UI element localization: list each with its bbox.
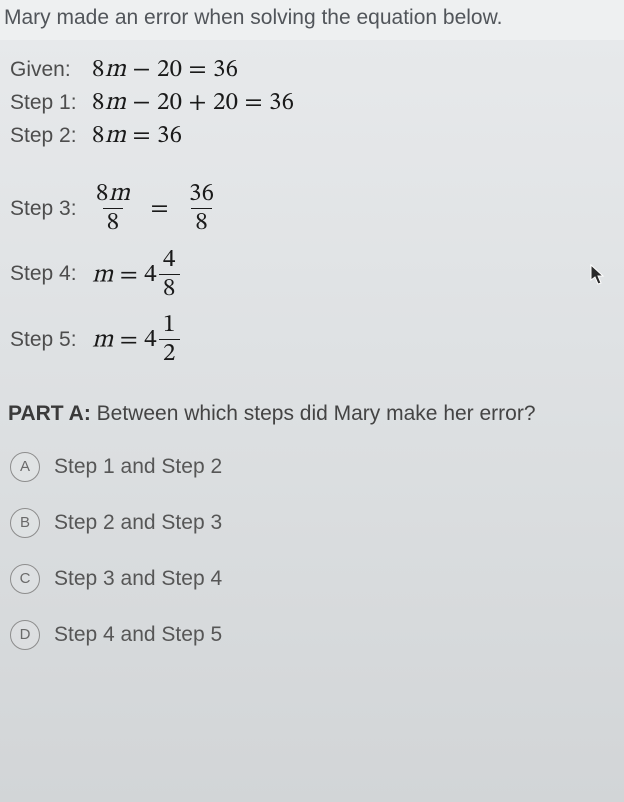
- step-label: Step 2:: [10, 124, 92, 148]
- numerator: 8m: [92, 181, 134, 208]
- whole-part: 4: [144, 259, 157, 290]
- fraction: 36 8: [185, 181, 218, 237]
- part-a-label: PART A: Between which steps did Mary mak…: [8, 402, 616, 426]
- step-math: 8m 8 = 36 8: [92, 181, 218, 237]
- step-math: m = 4 4 8: [92, 247, 180, 303]
- step-label: Step 1:: [10, 91, 92, 115]
- step-math: 8m = 36: [92, 120, 182, 151]
- choice-letter-circle: B: [10, 508, 40, 538]
- choice-text: Step 2 and Step 3: [54, 511, 222, 535]
- question-prompt: Mary made an error when solving the equa…: [0, 6, 624, 30]
- choice-text: Step 3 and Step 4: [54, 567, 222, 591]
- step-2: Step 2: 8m = 36: [10, 120, 616, 151]
- choice-text: Step 4 and Step 5: [54, 623, 222, 647]
- step-3: Step 3: 8m 8 = 36 8: [10, 181, 616, 237]
- whole-part: 4: [144, 324, 157, 355]
- choice-c[interactable]: C Step 3 and Step 4: [10, 564, 616, 594]
- step-5: Step 5: m = 4 1 2: [10, 312, 616, 368]
- step-math: m = 4 1 2: [92, 312, 180, 368]
- choice-b[interactable]: B Step 2 and Step 3: [10, 508, 616, 538]
- step-label: Given:: [10, 58, 92, 82]
- question-page: Mary made an error when solving the equa…: [0, 0, 624, 802]
- choice-letter-circle: D: [10, 620, 40, 650]
- answer-choices: A Step 1 and Step 2 B Step 2 and Step 3 …: [8, 452, 616, 650]
- choice-letter: A: [20, 458, 30, 475]
- worked-steps: Given: 8m − 20 = 36 Step 1: 8m − 20 + 20…: [8, 54, 616, 368]
- numerator: 4: [159, 247, 180, 274]
- mixed-number: 4 1 2: [144, 312, 179, 368]
- step-label: Step 3:: [10, 197, 92, 221]
- fraction: 8m 8: [92, 181, 134, 237]
- fraction: 4 8: [159, 247, 180, 303]
- mixed-number: 4 4 8: [144, 247, 179, 303]
- numerator: 1: [159, 312, 180, 339]
- equals-sign: =: [150, 196, 168, 221]
- choice-letter-circle: C: [10, 564, 40, 594]
- choice-letter: D: [20, 626, 31, 643]
- denominator: 8: [159, 274, 180, 302]
- step-label: Step 5:: [10, 328, 92, 352]
- denominator: 2: [159, 339, 180, 367]
- denominator: 8: [191, 208, 212, 236]
- choice-a[interactable]: A Step 1 and Step 2: [10, 452, 616, 482]
- step-math: 8m − 20 + 20 = 36: [92, 87, 294, 118]
- fraction: 1 2: [159, 312, 180, 368]
- step-given: Given: 8m − 20 = 36: [10, 54, 616, 85]
- denominator: 8: [103, 208, 124, 236]
- part-a-bold: PART A:: [8, 402, 91, 425]
- numerator: 36: [185, 181, 218, 208]
- step-math: 8m − 20 = 36: [92, 54, 238, 85]
- step-1: Step 1: 8m − 20 + 20 = 36: [10, 87, 616, 118]
- choice-d[interactable]: D Step 4 and Step 5: [10, 620, 616, 650]
- choice-letter: B: [20, 514, 30, 531]
- part-a-text: Between which steps did Mary make her er…: [91, 402, 536, 425]
- choice-text: Step 1 and Step 2: [54, 455, 222, 479]
- prompt-header: Mary made an error when solving the equa…: [0, 0, 624, 40]
- step-4: Step 4: m = 4 4 8: [10, 247, 616, 303]
- choice-letter: C: [20, 570, 31, 587]
- step-label: Step 4:: [10, 262, 92, 286]
- choice-letter-circle: A: [10, 452, 40, 482]
